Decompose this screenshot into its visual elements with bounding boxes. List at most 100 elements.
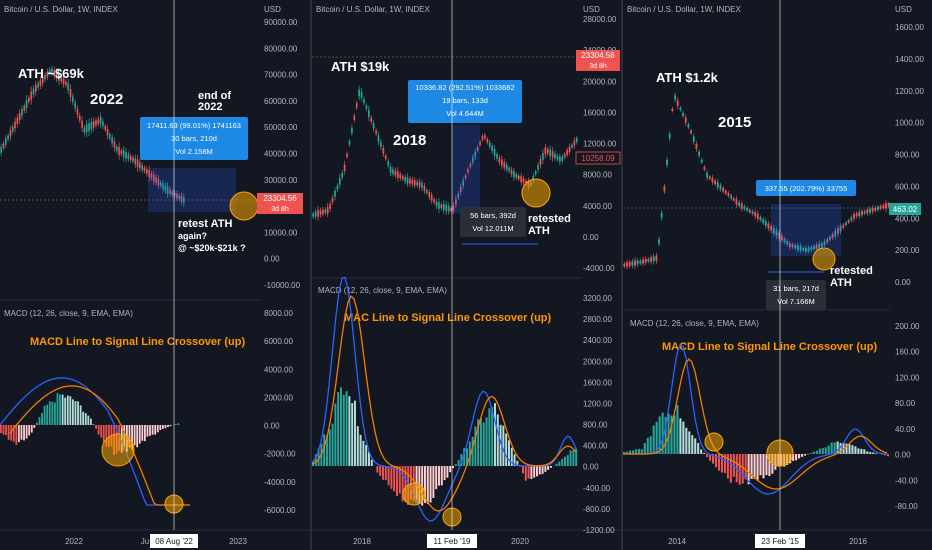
p3-bar (623, 451, 626, 454)
p2-candle (488, 142, 491, 147)
p1-candle (32, 88, 35, 95)
p1-bar (162, 425, 164, 429)
p2-bar (485, 417, 488, 466)
price-tag-secondary (575, 151, 621, 165)
measure-label-box (140, 117, 248, 160)
p2-bar (368, 451, 370, 466)
p3-bar (709, 454, 712, 461)
macd-tick: 6000.00 (264, 337, 293, 346)
p2-candle (435, 201, 438, 207)
p1-candle (44, 74, 46, 80)
chart-title: Bitcoin / U.S. Dollar, 1W, INDEX (4, 5, 118, 14)
p2-candle (428, 192, 431, 198)
p2-candle (549, 149, 552, 157)
macd-tick: -400.00 (583, 484, 611, 493)
p3-bar (670, 415, 673, 454)
macd-tick: -40.00 (895, 476, 918, 485)
macd-tick: -2000.00 (264, 450, 296, 459)
p3-candle (850, 217, 853, 221)
p3-candle (746, 208, 749, 211)
p2-candle (319, 210, 322, 215)
p3-bar (676, 405, 679, 454)
p2-candle (496, 154, 498, 159)
p3-candle (690, 130, 693, 134)
p3-bar (646, 437, 649, 454)
p1-candle (146, 169, 148, 174)
p2-bar (421, 466, 424, 506)
p2-bar (396, 466, 398, 497)
p2-bar (424, 466, 426, 503)
p2-candle (399, 174, 402, 179)
p1-candle (92, 121, 95, 128)
price-tick: -4000.00 (583, 264, 615, 273)
p2-bar (328, 429, 331, 466)
p2-bar (527, 466, 530, 479)
measure-line: 19 bars, 133d (442, 96, 488, 105)
macd-tick: 2800.00 (583, 315, 612, 324)
p3-bar (655, 421, 658, 454)
price-tag (889, 203, 921, 215)
p1-candle (72, 96, 74, 103)
p1-candle (55, 71, 58, 79)
p1-candle (159, 182, 162, 186)
p1-bar (10, 425, 13, 441)
p3-bar (801, 454, 804, 457)
axis-unit: USD (264, 5, 281, 14)
p2-candle (484, 135, 486, 139)
p3-candle (738, 202, 741, 207)
p3-candle (826, 239, 829, 243)
p2-candle (559, 156, 561, 162)
p3-bar (884, 454, 887, 456)
p1-bar (177, 423, 180, 425)
macd-tick: 1200.00 (583, 399, 612, 408)
price-tick: 600.00 (895, 182, 920, 191)
p2-candle (493, 149, 496, 156)
p2-candle (505, 164, 508, 170)
macd-tick: -1200.00 (583, 526, 615, 535)
p3-candle (845, 222, 847, 226)
p3-candle (804, 247, 807, 252)
x-label: 2020 (511, 537, 529, 546)
p3-candle (647, 258, 650, 262)
p3-candle (644, 258, 647, 263)
p2-candle (324, 209, 327, 213)
p3-candle (874, 207, 877, 211)
p3-candle (837, 228, 839, 234)
p2-bar (513, 454, 516, 466)
p1-candle (18, 113, 21, 120)
p3-bar (875, 453, 878, 454)
p2-candle (421, 182, 423, 189)
p2-bar (410, 466, 412, 500)
panel-2018: Bitcoin / U.S. Dollar, 1W, INDEX USD28000… (310, 0, 621, 550)
x-label: Ju (141, 537, 149, 546)
macd-line (623, 343, 888, 495)
p2-candle (367, 110, 370, 117)
p3-bar (634, 449, 637, 454)
signal-line (311, 295, 577, 512)
p2-bar (401, 466, 404, 502)
p3-bar (691, 435, 694, 454)
p2-candle (331, 197, 334, 203)
p2-candle (401, 176, 404, 180)
measure-line: 337.55 (202.79%) 33755 (765, 184, 848, 193)
p2-candle (561, 156, 564, 161)
p2-bar (460, 454, 463, 466)
p3-candle (687, 124, 690, 128)
p2-bar (404, 466, 407, 502)
p3-bar (860, 448, 863, 454)
p3-candle (828, 236, 831, 240)
p3-candle (823, 241, 826, 246)
p1-candle (150, 173, 153, 178)
p3-bar (643, 442, 646, 454)
p1-candle (102, 121, 104, 127)
macd-tick: 200.00 (895, 322, 920, 331)
p3-bar (851, 445, 854, 454)
p3-bar (694, 438, 697, 454)
p1-candle (4, 138, 7, 145)
macd-tick: 120.00 (895, 373, 920, 382)
p2-candle (522, 178, 525, 183)
p2-candle (503, 162, 506, 168)
p1-bar (23, 425, 25, 441)
p2-candle (338, 178, 341, 185)
price-tick: 0.00 (264, 255, 280, 264)
